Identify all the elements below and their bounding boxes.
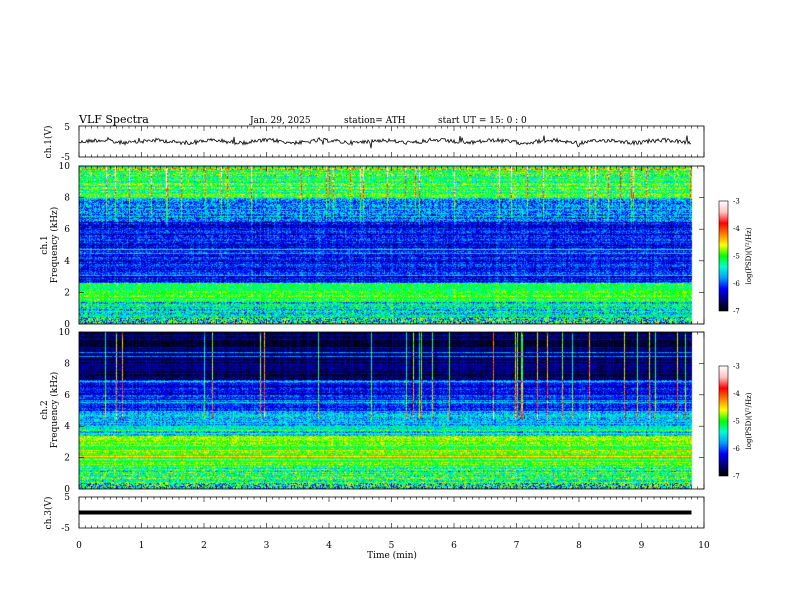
ch2-colorbar-label: log(PSD)(V²/Hz) [745, 392, 753, 449]
ch1-spec-ytick-0: 0 [64, 320, 70, 330]
ch1-ytick-top: 5 [64, 123, 70, 133]
x-tick-label-4: 4 [326, 541, 332, 551]
x-tick-label-5: 5 [389, 541, 395, 551]
ch1-colorbar: -3 -4 -5 -6 -7 log(PSD)(V²/Hz) [718, 198, 753, 316]
x-axis-label: Time (min) [367, 550, 417, 561]
ch2-spectrogram-image [79, 332, 704, 489]
ch2-spec-ytick-8: 8 [64, 359, 70, 369]
ch2-colorbar-frame [718, 365, 729, 477]
ch1-waveform-panel: 5 -5 ch.1(V) [43, 123, 705, 163]
ch3-ytick-bottom: -5 [61, 524, 70, 534]
ch2-spec-ytick-0: 0 [64, 485, 70, 495]
x-tick-label-0: 0 [76, 541, 82, 551]
ch2-colorbar-tick--4: -4 [733, 390, 740, 398]
ch1-spec-ylabel-frequency: Frequency (kHz) [49, 207, 60, 284]
ch1-colorbar-frame [718, 200, 729, 312]
ch1-spec-ytick-8: 8 [64, 194, 70, 204]
ch2-spec-ytick-10: 10 [59, 328, 71, 338]
header-date: Jan. 29, 2025 [249, 116, 311, 126]
x-tick-label-1: 1 [139, 541, 145, 551]
ch2-colorbar-tick--6: -6 [733, 445, 740, 453]
header-station: station= ATH [344, 116, 406, 126]
x-tick-label-2: 2 [201, 541, 207, 551]
ch1-spec-ytick-2: 2 [64, 288, 70, 298]
ch1-ylabel: ch.1(V) [43, 126, 54, 159]
ch1-waveform-line [78, 135, 691, 149]
ch1-colorbar-tick--4: -4 [733, 225, 740, 233]
ch1-colorbar-tick--5: -5 [733, 253, 740, 261]
x-tick-label-10: 10 [698, 541, 710, 551]
x-axis-tick-labels: 0 1 2 3 4 5 6 7 8 9 10 [76, 541, 710, 551]
ch1-colorbar-tick--6: -6 [733, 280, 740, 288]
ch2-spec-ytick-6: 6 [64, 391, 70, 401]
ch1-ytick-bottom: -5 [61, 153, 70, 163]
ch1-spec-ytick-6: 6 [64, 225, 70, 235]
header-start-ut: start UT = 15: 0 : 0 [438, 116, 527, 126]
ch1-colorbar-tick--3: -3 [733, 198, 740, 206]
ch1-spec-ytick-4: 4 [64, 257, 70, 267]
ch1-spectrogram-panel: 0 2 4 6 8 10 ch.1 Frequency (kHz) [40, 162, 705, 330]
ch1-spectrogram-image [79, 166, 704, 324]
x-tick-label-6: 6 [451, 541, 457, 551]
ch1-colorbar-gradient [719, 201, 728, 311]
ch3-ylabel: ch.3(V) [43, 497, 54, 530]
ch2-spec-ytick-2: 2 [64, 454, 70, 464]
x-tick-label-9: 9 [639, 541, 645, 551]
x-axis-ticks [78, 126, 705, 528]
ch2-spectrogram-panel: 0 2 4 6 8 10 ch.2 Frequency (kHz) [40, 328, 705, 495]
x-tick-label-3: 3 [264, 541, 270, 551]
ch2-colorbar-tick--7: -7 [733, 473, 740, 481]
ch2-colorbar-tick--3: -3 [733, 363, 740, 371]
ch3-ytick-top: 5 [64, 493, 70, 503]
x-tick-label-7: 7 [514, 541, 520, 551]
ch2-colorbar-gradient [719, 366, 728, 476]
ch1-colorbar-label: log(PSD)(V²/Hz) [745, 227, 753, 284]
ch2-colorbar: -3 -4 -5 -6 -7 log(PSD)(V²/Hz) [718, 363, 753, 481]
ch2-spec-ylabel-channel: ch.2 [40, 400, 50, 419]
ch1-spec-ylabel-channel: ch.1 [40, 235, 50, 254]
figure-title: VLF Spectra [78, 113, 149, 126]
ch2-spec-ytick-4: 4 [64, 422, 70, 432]
x-tick-label-8: 8 [576, 541, 582, 551]
ch3-waveform-panel: 5 -5 ch.3(V) [43, 493, 705, 534]
ch2-spec-ylabel-frequency: Frequency (kHz) [49, 372, 60, 449]
ch1-colorbar-tick--7: -7 [733, 308, 740, 316]
ch1-spec-ytick-10: 10 [59, 162, 71, 172]
ch2-colorbar-tick--5: -5 [733, 418, 740, 426]
